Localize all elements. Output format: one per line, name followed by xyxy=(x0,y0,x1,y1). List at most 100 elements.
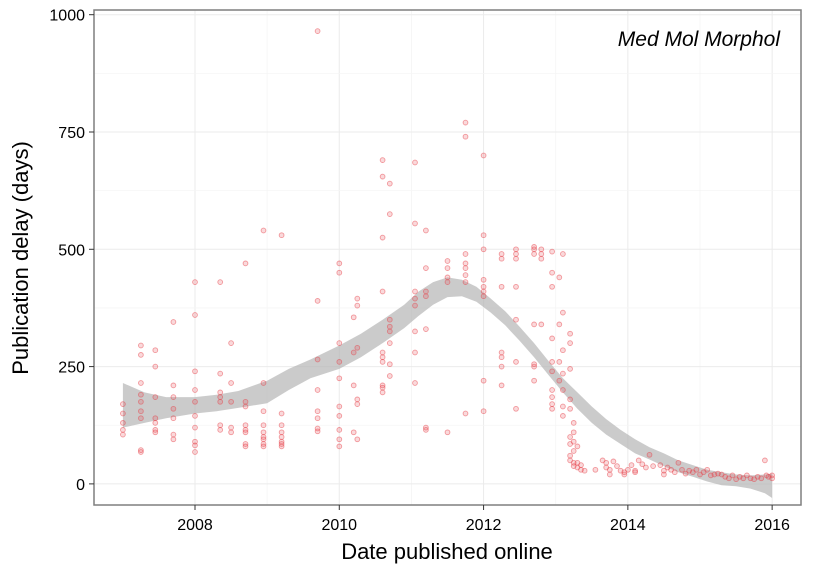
data-point xyxy=(350,382,357,389)
data-point xyxy=(336,260,343,267)
y-tick-label: 750 xyxy=(58,125,85,142)
data-point xyxy=(278,422,285,429)
data-point xyxy=(444,279,451,285)
data-point xyxy=(462,272,469,278)
data-point xyxy=(336,403,343,410)
data-point xyxy=(704,466,711,473)
data-point xyxy=(462,119,469,126)
data-point xyxy=(758,475,765,482)
data-point xyxy=(336,340,343,346)
data-point xyxy=(462,260,469,267)
data-point xyxy=(570,438,577,445)
data-point xyxy=(217,394,224,400)
data-point xyxy=(278,232,285,239)
data-point xyxy=(192,449,198,455)
data-point xyxy=(513,255,519,262)
data-point xyxy=(560,309,566,316)
data-point xyxy=(423,326,429,332)
data-point xyxy=(379,173,386,180)
data-point xyxy=(354,396,361,403)
data-point xyxy=(567,434,573,440)
data-point xyxy=(560,347,566,354)
data-point xyxy=(762,457,768,464)
data-point xyxy=(260,408,267,415)
data-point xyxy=(242,260,249,267)
data-point xyxy=(152,363,159,370)
data-point xyxy=(170,436,177,443)
data-point xyxy=(192,279,198,285)
data-point xyxy=(379,349,386,356)
data-point xyxy=(729,472,736,479)
data-point xyxy=(556,274,563,281)
data-point xyxy=(278,410,285,417)
data-point xyxy=(120,431,126,438)
x-tick-label: 2016 xyxy=(754,517,790,534)
data-point xyxy=(726,475,732,482)
data-point xyxy=(379,384,386,391)
data-point xyxy=(498,354,505,361)
data-point xyxy=(170,382,177,389)
data-point xyxy=(549,359,555,365)
data-point xyxy=(480,288,487,295)
data-point xyxy=(314,415,321,422)
data-point xyxy=(498,363,505,370)
data-point xyxy=(606,466,613,473)
data-point xyxy=(192,398,198,405)
y-tick-label: 1000 xyxy=(49,8,85,25)
data-point xyxy=(242,422,249,429)
data-point xyxy=(556,321,563,328)
data-point xyxy=(567,396,573,403)
data-point xyxy=(560,251,566,257)
panel-border xyxy=(93,9,802,506)
data-point xyxy=(498,382,505,389)
data-point xyxy=(192,424,198,431)
data-point xyxy=(336,413,343,419)
data-point xyxy=(152,429,159,436)
data-point xyxy=(170,319,177,325)
x-tick-label: 2014 xyxy=(610,517,646,534)
data-point xyxy=(260,227,267,234)
data-point xyxy=(480,283,487,290)
data-point xyxy=(592,466,599,473)
data-point xyxy=(567,452,573,459)
data-point xyxy=(531,246,537,253)
data-point xyxy=(513,251,519,257)
data-point xyxy=(560,413,566,419)
data-point xyxy=(336,269,343,276)
data-point xyxy=(170,415,177,422)
data-point xyxy=(386,373,393,379)
data-point xyxy=(228,424,234,431)
data-point xyxy=(350,349,357,356)
data-point xyxy=(386,361,393,368)
data-point xyxy=(379,354,386,361)
data-point xyxy=(379,359,386,365)
y-tick-label: 0 xyxy=(76,477,85,494)
data-point xyxy=(423,227,429,234)
data-point xyxy=(192,442,198,449)
data-point xyxy=(386,328,393,335)
data-point xyxy=(379,288,386,295)
data-point xyxy=(567,330,573,337)
data-point xyxy=(336,443,343,450)
data-point xyxy=(278,429,285,436)
data-point xyxy=(538,251,545,257)
data-point xyxy=(513,283,519,290)
data-point xyxy=(314,408,321,415)
data-point xyxy=(679,466,685,473)
data-point xyxy=(423,288,429,295)
data-point xyxy=(549,248,555,255)
data-point xyxy=(570,448,577,454)
data-point xyxy=(740,475,747,482)
data-point xyxy=(192,368,198,375)
data-point xyxy=(170,405,177,412)
data-point xyxy=(170,394,177,400)
data-point xyxy=(120,410,126,417)
data-point xyxy=(192,312,198,318)
data-point xyxy=(138,352,144,358)
data-point xyxy=(242,429,249,436)
data-point xyxy=(513,405,519,412)
data-point xyxy=(444,265,451,271)
data-point xyxy=(578,462,584,468)
data-point xyxy=(379,234,386,241)
data-point xyxy=(138,449,144,455)
